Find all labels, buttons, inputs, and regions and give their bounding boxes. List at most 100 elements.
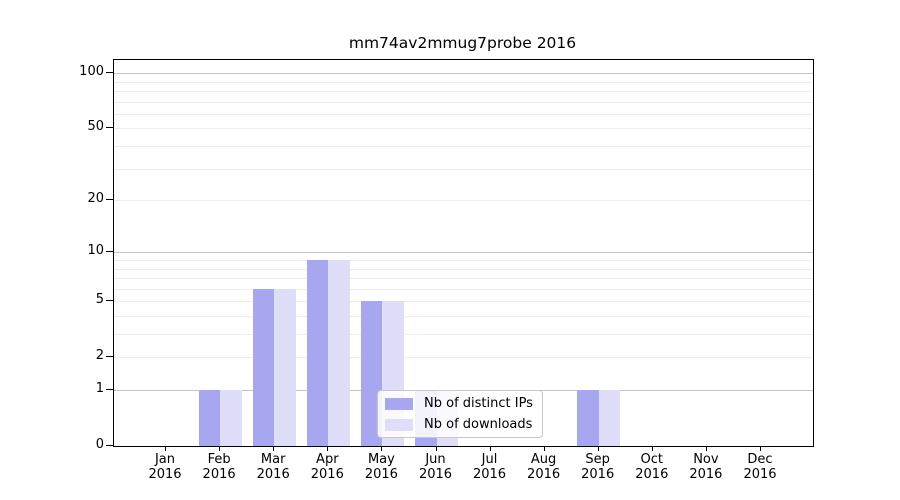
month-label: Jun (425, 452, 446, 467)
legend-label-distinct-ips: Nb of distinct IPs (424, 396, 533, 411)
bar-distinct-ips-feb (198, 390, 221, 446)
legend-row-distinct-ips: Nb of distinct IPs (385, 395, 535, 413)
major-gridline (114, 252, 813, 254)
y-tick-mark (106, 251, 113, 253)
year-label: 2016 (472, 467, 507, 482)
y-tick-label: 100 (79, 64, 104, 80)
bar-downloads-sep (598, 390, 621, 446)
year-label: 2016 (364, 467, 398, 482)
x-tick-mark (327, 446, 329, 451)
x-tick-mark (651, 446, 653, 451)
plot-area (113, 59, 814, 447)
minor-gridline (114, 101, 813, 103)
y-tick-mark (106, 72, 113, 74)
y-tick-label: 10 (87, 243, 104, 259)
month-label: May (367, 452, 395, 467)
minor-gridline (114, 334, 813, 335)
bar-downloads-mar (274, 288, 296, 446)
y-tick-mark (106, 356, 113, 358)
x-tick-mark (381, 446, 383, 451)
month-label: Apr (316, 452, 339, 467)
legend-row-downloads: Nb of downloads (385, 416, 535, 434)
x-tick-label-may: May 2016 (349, 452, 413, 482)
minor-gridline (114, 146, 813, 147)
x-tick-mark (165, 446, 166, 451)
year-label: 2016 (581, 467, 615, 482)
y-tick-label: 5 (95, 292, 104, 308)
year-label: 2016 (527, 467, 561, 482)
minor-gridline (114, 288, 813, 290)
year-label: 2016 (743, 467, 777, 482)
x-tick-label-aug: Aug 2016 (512, 452, 576, 482)
x-tick-label-jan: Jan 2016 (133, 452, 197, 482)
year-label: 2016 (689, 467, 723, 482)
minor-gridline (114, 200, 813, 202)
legend-swatch-downloads (385, 418, 413, 431)
x-tick-label-jun: Jun 2016 (404, 452, 468, 482)
minor-gridline (114, 357, 813, 359)
year-label: 2016 (418, 467, 453, 482)
x-tick-label-oct: Oct 2016 (620, 452, 684, 482)
month-label: Jan (154, 452, 176, 467)
x-tick-label-feb: Feb 2016 (187, 452, 251, 482)
month-label: Mar (260, 452, 286, 467)
month-label: Sep (585, 452, 610, 467)
year-label: 2016 (256, 467, 290, 482)
minor-gridline (114, 301, 813, 303)
minor-gridline (114, 316, 813, 317)
minor-gridline (114, 91, 813, 92)
bar-downloads-apr (328, 260, 350, 446)
x-tick-label-sep: Sep 2016 (566, 452, 630, 482)
x-tick-mark (219, 446, 221, 451)
y-tick-label: 20 (87, 191, 104, 207)
month-label: Jul (481, 452, 498, 467)
month-label: Dec (747, 452, 773, 467)
month-label: Nov (693, 452, 719, 467)
y-tick-mark (106, 199, 113, 201)
minor-gridline (114, 168, 813, 170)
y-tick-label: 0 (95, 437, 104, 452)
year-label: 2016 (310, 467, 344, 482)
bar-distinct-ips-apr (306, 260, 329, 446)
year-label: 2016 (635, 467, 669, 482)
y-tick-label: 2 (95, 348, 104, 364)
year-label: 2016 (202, 467, 236, 482)
x-tick-mark (273, 446, 275, 451)
x-tick-mark (597, 446, 599, 451)
x-tick-mark (705, 446, 707, 451)
major-gridline (114, 73, 813, 75)
x-tick-label-apr: Apr 2016 (295, 452, 359, 482)
minor-gridline (114, 113, 813, 115)
minor-gridline (114, 268, 813, 270)
y-tick-mark (106, 127, 113, 129)
minor-gridline (114, 278, 813, 279)
x-tick-mark (543, 446, 545, 451)
minor-gridline (114, 260, 813, 261)
y-tick-mark (106, 389, 113, 390)
bar-distinct-ips-sep (577, 390, 599, 446)
x-tick-mark (760, 446, 761, 451)
legend-label-downloads: Nb of downloads (424, 417, 533, 432)
chart-title: mm74av2mmug7probe 2016 (348, 34, 577, 52)
y-tick-label: 1 (95, 381, 104, 396)
month-label: Feb (207, 452, 231, 467)
minor-gridline (114, 81, 813, 83)
x-tick-label-jul: Jul 2016 (458, 452, 522, 482)
x-tick-mark (489, 446, 491, 451)
year-label: 2016 (148, 467, 182, 482)
bar-distinct-ips-mar (252, 288, 275, 446)
x-tick-mark (435, 446, 437, 451)
y-tick-mark (106, 300, 113, 302)
bar-downloads-feb (220, 390, 242, 446)
y-tick-label: 50 (87, 119, 104, 135)
x-tick-label-dec: Dec 2016 (728, 452, 792, 482)
month-label: Aug (530, 452, 557, 467)
month-label: Oct (640, 452, 664, 467)
y-tick-mark (106, 445, 113, 446)
x-tick-label-mar: Mar 2016 (241, 452, 305, 482)
x-tick-label-nov: Nov 2016 (674, 452, 738, 482)
legend: Nb of distinct IPs Nb of downloads (377, 390, 543, 438)
minor-gridline (114, 128, 813, 130)
legend-swatch-distinct-ips (385, 397, 413, 410)
